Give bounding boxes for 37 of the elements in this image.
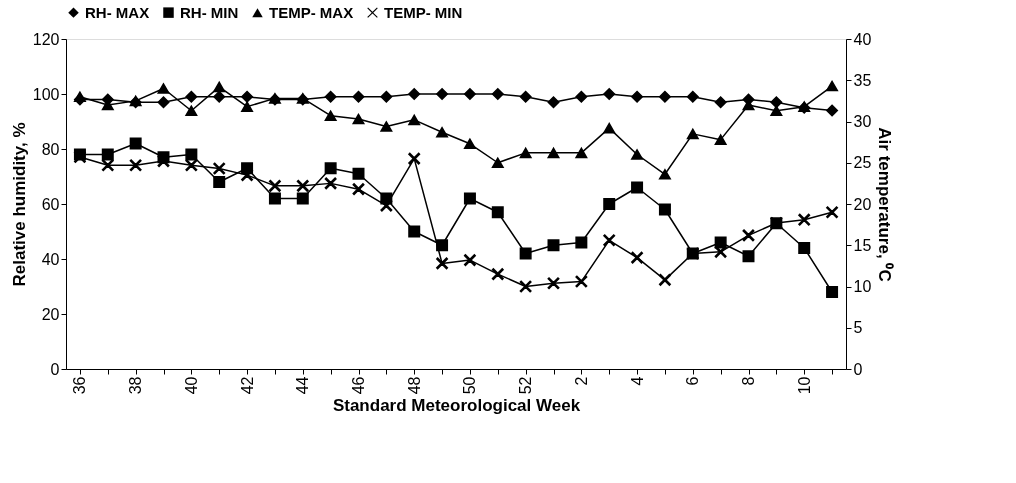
- y-tick-label: 20: [41, 305, 60, 323]
- y-tick-label: 120: [32, 30, 60, 48]
- y-tick-label: 80: [41, 140, 60, 158]
- legend-label: TEMP- MIN: [384, 3, 463, 21]
- y-tick-label: 100: [32, 85, 60, 103]
- x-tick-label: 10: [795, 376, 813, 395]
- x-tick-label: 6: [684, 376, 702, 386]
- legend-label: RH- MAX: [85, 3, 150, 21]
- y2-tick-label: 15: [853, 236, 872, 254]
- y-tick-label: 0: [50, 360, 60, 378]
- legend-label: RH- MIN: [180, 3, 239, 21]
- y-axis-title: Relative humidity, %: [9, 122, 29, 287]
- y2-axis-title: Air temperature, ⁰C: [875, 127, 895, 282]
- y2-tick-label: 30: [853, 113, 872, 130]
- y-tick-label: 60: [41, 195, 60, 213]
- x-tick-label: 50: [461, 376, 479, 395]
- y2-tick-label: 25: [853, 154, 872, 172]
- x-tick-label: 44: [294, 376, 312, 395]
- y-tick-label: 40: [41, 250, 60, 268]
- x-tick-label: 52: [517, 376, 535, 395]
- y2-tick-label: 0: [853, 360, 863, 378]
- x-tick-label: 42: [238, 376, 256, 395]
- x-tick-label: 2: [572, 376, 590, 386]
- x-tick-label: 8: [740, 376, 757, 386]
- y2-tick-label: 35: [853, 71, 872, 89]
- y2-tick-label: 40: [853, 30, 872, 48]
- y2-tick-label: 20: [853, 195, 872, 213]
- legend-label: TEMP- MAX: [269, 3, 354, 21]
- x-tick-label: 40: [182, 376, 200, 395]
- x-tick-label: 4: [628, 376, 646, 386]
- y2-tick-label: 10: [853, 278, 872, 295]
- y2-tick-label: 5: [853, 319, 863, 337]
- x-tick-label: 36: [71, 376, 89, 395]
- x-tick-label: 38: [127, 376, 145, 395]
- x-tick-label: 48: [405, 376, 423, 395]
- x-axis-title: Standard Meteorological Week: [332, 396, 581, 416]
- x-tick-label: 46: [350, 376, 367, 395]
